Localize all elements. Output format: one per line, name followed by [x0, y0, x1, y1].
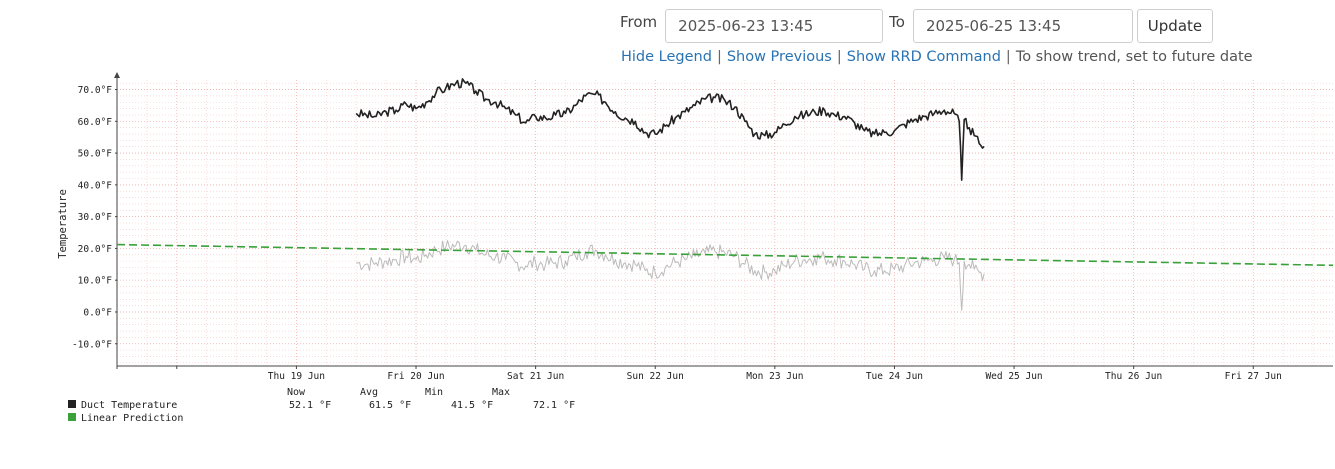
- x-tick-label: Mon 23 Jun: [746, 371, 803, 382]
- y-axis-label: Temperature: [57, 189, 69, 259]
- x-tick-label: Tue 24 Jun: [866, 371, 923, 382]
- y-tick-label: 10.0°F: [78, 276, 113, 287]
- legend-header: Max: [492, 387, 510, 398]
- show-previous-link[interactable]: Show Previous: [726, 49, 832, 65]
- show-rrd-command-link[interactable]: Show RRD Command: [846, 49, 1001, 65]
- chart-legend: Now Avg Min Max Duct Temperature 52.1 °F 61.5 …: [68, 387, 575, 424]
- y-tick-label: 70.0°F: [78, 85, 113, 96]
- legend-value: 61.5 °F: [369, 400, 411, 411]
- y-tick-label: 0.0°F: [83, 307, 112, 318]
- update-button[interactable]: Update: [1136, 9, 1213, 43]
- y-tick-label: 20.0°F: [78, 244, 113, 255]
- chart-series: [116, 78, 1334, 311]
- legend-series-name: Linear Prediction: [81, 413, 183, 424]
- to-label: To: [889, 13, 905, 31]
- y-tick-label: 40.0°F: [78, 180, 113, 191]
- x-tick-label: Fri 20 Jun: [387, 371, 444, 382]
- from-date-input[interactable]: [665, 9, 884, 43]
- y-tick-labels: -10.0°F 0.0°F 10.0°F 20.0°F 30.0°F 40.0°F 50.0…: [72, 85, 112, 350]
- legend-header: Min: [425, 387, 443, 398]
- legend-series-name: Duct Temperature: [81, 400, 177, 411]
- series-line-secondary: [356, 240, 985, 311]
- series-line-duct-temperature: [355, 78, 985, 181]
- link-separator: |: [836, 49, 842, 65]
- y-tick-label: 60.0°F: [78, 117, 113, 128]
- legend-value: 72.1 °F: [533, 400, 575, 411]
- link-separator: |: [1005, 49, 1011, 65]
- x-tick-labels: Thu 19 Jun Fri 20 Jun Sat 21 Jun Sun 22 Jun…: [268, 371, 1282, 382]
- chart-axes: [114, 72, 1333, 369]
- x-tick-label: Fri 27 Jun: [1225, 371, 1282, 382]
- chart-grid-major: [117, 80, 1333, 366]
- hide-legend-link[interactable]: Hide Legend: [621, 49, 712, 65]
- date-range-controls: From To Update: [620, 9, 1213, 43]
- y-tick-label: 50.0°F: [78, 149, 113, 160]
- legend-swatch: [68, 400, 76, 408]
- x-tick-label: Thu 26 Jun: [1105, 371, 1162, 382]
- x-tick-label: Thu 19 Jun: [268, 371, 325, 382]
- trend-hint: To show trend, set to future date: [1015, 49, 1253, 65]
- x-tick-label: Sat 21 Jun: [507, 371, 564, 382]
- legend-header: Avg: [360, 387, 378, 398]
- series-line-linear-prediction: [116, 243, 1334, 267]
- chart-grid-minor: [117, 80, 1333, 366]
- graph-options: Hide Legend | Show Previous | Show RRD Comma…: [621, 49, 1253, 65]
- y-tick-label: 30.0°F: [78, 212, 113, 223]
- from-label: From: [620, 13, 658, 31]
- x-tick-label: Sun 22 Jun: [627, 371, 684, 382]
- legend-header: Now: [287, 387, 306, 398]
- to-date-input[interactable]: [912, 9, 1133, 43]
- legend-swatch: [68, 413, 76, 421]
- legend-value: 41.5 °F: [451, 400, 493, 411]
- x-tick-label: Wed 25 Jun: [985, 371, 1042, 382]
- y-axis-arrow: [114, 72, 120, 78]
- temperature-chart: -10.0°F 0.0°F 10.0°F 20.0°F 30.0°F 40.0°F 50.0…: [57, 72, 1334, 424]
- y-tick-label: -10.0°F: [72, 339, 112, 350]
- link-separator: |: [716, 49, 722, 65]
- legend-value: 52.1 °F: [289, 400, 331, 411]
